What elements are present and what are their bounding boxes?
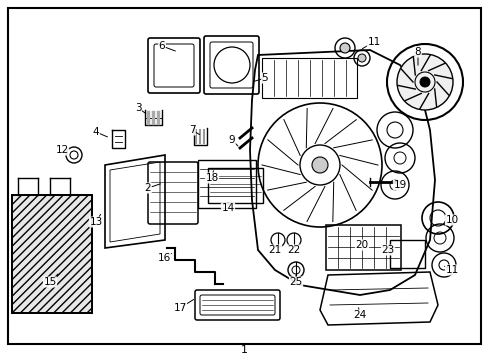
Bar [262,58,356,98]
Text: 15: 15 [43,277,57,287]
Text: 13: 13 [89,217,102,227]
Bar [12,195,92,313]
Bar [389,240,424,268]
Text: 3: 3 [134,103,141,113]
Text: 20: 20 [355,240,368,250]
Bar [207,168,263,203]
Text: 25: 25 [289,277,302,287]
Text: 14: 14 [221,203,234,213]
Text: 4: 4 [93,127,99,137]
Text: 11: 11 [366,37,380,47]
Text: 6: 6 [159,41,165,51]
Text: 19: 19 [392,180,406,190]
Text: 23: 23 [381,245,394,255]
Text: 11: 11 [445,265,458,275]
Text: 18: 18 [205,173,218,183]
Text: 7: 7 [188,125,195,135]
Text: 12: 12 [55,145,68,155]
Bar [325,225,400,270]
Text: 2: 2 [144,183,151,193]
Bar [198,160,256,208]
Text: 21: 21 [268,245,281,255]
Text: 22: 22 [287,245,300,255]
Circle shape [311,157,327,173]
Text: 9: 9 [228,135,235,145]
Text: 5: 5 [261,73,268,83]
Text: 17: 17 [173,303,186,313]
Circle shape [419,77,429,87]
Text: 24: 24 [353,310,366,320]
Circle shape [339,43,349,53]
Text: 16: 16 [157,253,170,263]
Text: 10: 10 [445,215,458,225]
Text: 1: 1 [240,345,247,355]
Circle shape [357,54,365,62]
Text: 8: 8 [414,47,421,57]
Bar [12,195,92,313]
Circle shape [396,54,452,110]
